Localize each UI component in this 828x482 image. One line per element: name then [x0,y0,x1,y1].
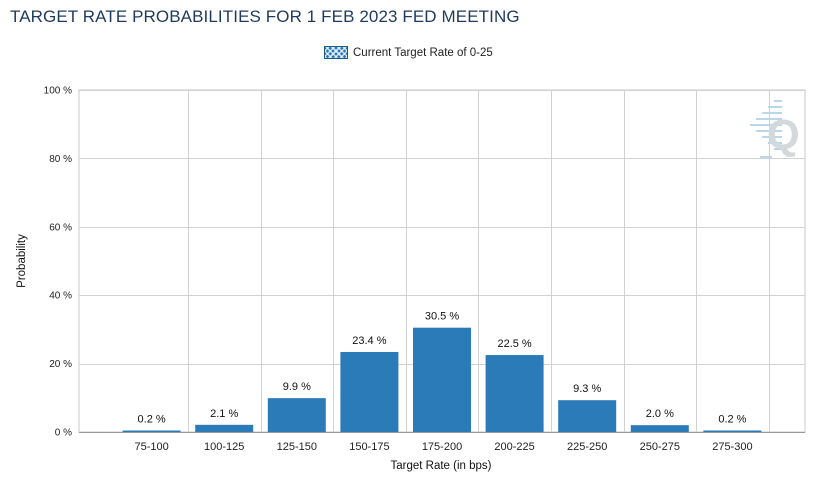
y-tick-label: 0 % [55,428,72,439]
y-ticks: 0 % 20 % 40 % 60 % 80 % 100 % [44,86,72,439]
bar-value-label: 22.5 % [497,338,531,350]
y-tick-label: 100 % [44,86,72,97]
bar[interactable] [413,327,471,432]
watermark-logo: Q [750,100,800,158]
x-tick-label: 150-175 [349,441,389,453]
bar-value-label: 9.9 % [283,381,311,393]
x-tick-label: 200-225 [494,441,534,453]
bar[interactable] [195,424,254,432]
bar[interactable] [630,425,689,432]
x-tick-label: 75-100 [134,441,168,453]
y-tick-label: 20 % [49,359,72,370]
bar-value-label: 9.3 % [573,383,601,395]
y-axis-label: Probability [16,234,28,288]
y-tick-label: 80 % [49,154,72,165]
grid [78,89,806,433]
bar-value-label: 2.1 % [210,408,238,420]
x-tick-label: 225-250 [567,441,607,453]
bar[interactable] [340,351,399,432]
chart-title: TARGET RATE PROBABILITIES FOR 1 FEB 2023… [10,7,520,26]
x-axis-label: Target Rate (in bps) [391,460,492,472]
watermark-letter: Q [767,111,800,158]
y-tick-label: 40 % [49,291,72,302]
bar[interactable] [485,355,544,432]
legend-swatch [324,46,348,59]
bars [122,327,762,433]
bar-value-label: 23.4 % [352,335,386,347]
x-tick-label: 275-300 [712,441,752,453]
bar-value-label: 2.0 % [646,408,674,420]
y-tick-label: 60 % [49,222,72,233]
legend-label: Current Target Rate of 0-25 [353,46,493,59]
x-ticks: 75-100 100-125 125-150 150-175 175-200 200-22… [134,441,752,453]
x-tick-label: 100-125 [204,441,244,453]
x-tick-label: 125-150 [277,441,317,453]
legend[interactable]: Current Target Rate of 0-25 [324,46,493,59]
bar-value-label: 0.2 % [718,414,746,426]
bar[interactable] [122,430,181,433]
bar-value-label: 0.2 % [138,414,166,426]
bar[interactable] [267,398,326,432]
x-tick-label: 175-200 [422,441,462,453]
bar-labels: 0.2 % 2.1 % 9.9 % 23.4 % 30.5 % 22.5 % 9.3 % 2.… [138,311,747,426]
bar[interactable] [558,400,617,432]
x-tick-label: 250-275 [640,441,680,453]
bar[interactable] [703,430,762,433]
bar-value-label: 30.5 % [425,311,459,323]
